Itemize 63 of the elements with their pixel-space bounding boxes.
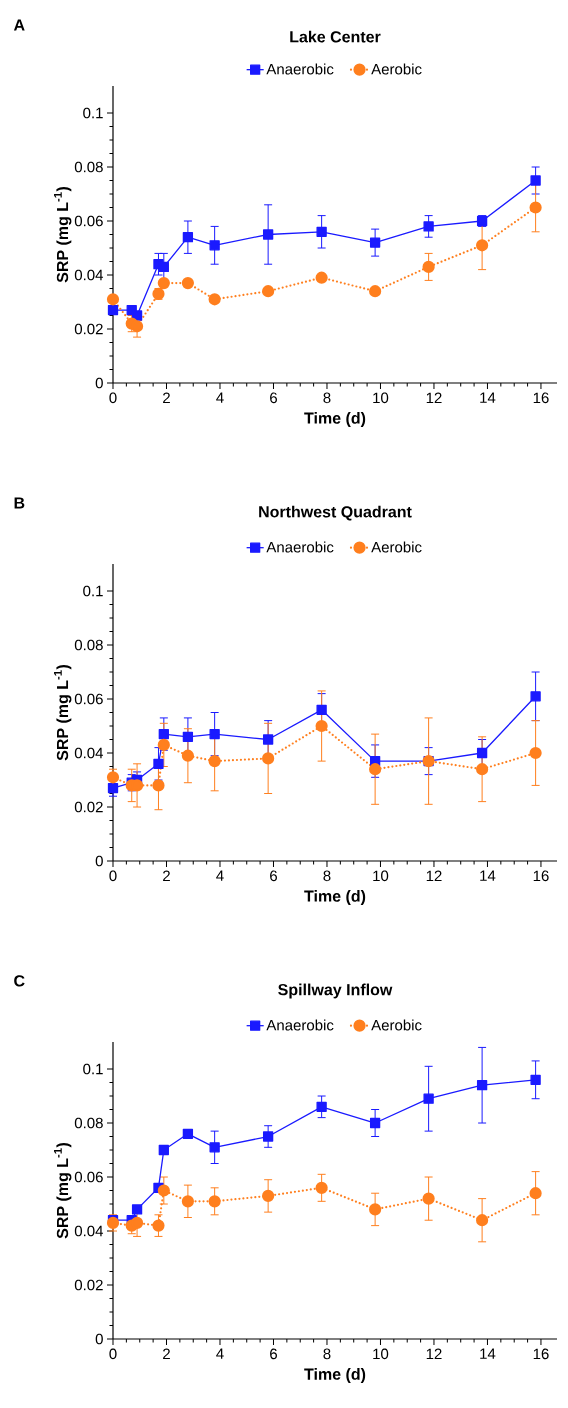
legend-label: Aerobic	[371, 63, 422, 75]
legend-label: Anaerobic	[266, 541, 334, 553]
x-tick-label: 10	[373, 1348, 389, 1360]
y-tick-label: 0.1	[83, 1063, 103, 1075]
chart-title: Northwest Quadrant	[259, 505, 412, 521]
x-axis-title: Time (d)	[304, 1368, 366, 1383]
y-axis-title: SRP (mg L$^{-1}$)	[54, 186, 72, 283]
y-tick-label: 0.08	[74, 639, 103, 651]
text: C	[14, 975, 25, 987]
x-axis-title: Time (d)	[304, 412, 366, 427]
y-axis-title: SRP (mg L$^{-1}$)	[54, 664, 72, 761]
x-tick-label: 4	[216, 392, 224, 403]
y-tick-label: 0.04	[74, 747, 104, 759]
x-tick-label: 4	[216, 1348, 224, 1359]
y-tick-label: 0.04	[74, 269, 104, 281]
y-tick-label: 0.02	[74, 801, 103, 813]
legend-label: Aerobic	[371, 541, 422, 553]
x-tick-label: 16	[533, 1348, 549, 1360]
legend-label: Anaerobic	[266, 1019, 334, 1031]
x-tick-label: 10	[373, 392, 389, 404]
y-tick-label: 0.06	[74, 1171, 103, 1183]
y-tick-label: 0.02	[74, 1279, 103, 1291]
x-tick-label: 10	[373, 870, 389, 882]
x-tick-label: 14	[480, 870, 496, 881]
y-tick-label: 0.06	[74, 693, 103, 705]
x-axis-title: Time (d)	[304, 890, 366, 905]
x-tick-label: 4	[216, 870, 224, 881]
x-tick-label: 0	[109, 870, 117, 882]
x-tick-label: 6	[270, 1348, 277, 1360]
x-tick-label: 12	[426, 870, 442, 882]
y-tick-label: 0.06	[74, 215, 103, 227]
x-tick-label: 6	[270, 392, 277, 404]
y-tick-label: 0.08	[74, 1117, 103, 1129]
x-tick-label: 8	[323, 392, 331, 404]
y-tick-label: 0.1	[83, 107, 103, 119]
x-tick-label: 2	[163, 392, 170, 404]
y-axis-title: SRP (mg L$^{-1}$)	[54, 1142, 72, 1239]
x-tick-label: 8	[323, 870, 331, 882]
text: A	[13, 19, 25, 31]
legend-label: Aerobic	[371, 1019, 422, 1031]
x-tick-label: 0	[109, 1348, 117, 1360]
y-tick-label: 0	[95, 855, 103, 867]
chart-title: Lake Center	[290, 30, 381, 43]
legend-label: Anaerobic	[266, 63, 334, 75]
chart-title: Spillway Inflow	[278, 983, 393, 999]
y-tick-label: 0	[95, 1333, 103, 1345]
y-tick-label: 0	[95, 377, 103, 389]
y-tick-label: 0.08	[74, 161, 103, 173]
x-tick-label: 6	[270, 870, 277, 882]
x-tick-label: 16	[533, 870, 549, 882]
text: B	[14, 497, 25, 509]
y-tick-label: 0.04	[74, 1225, 104, 1237]
x-tick-label: 8	[323, 1348, 331, 1360]
x-tick-label: 14	[480, 1348, 496, 1359]
x-tick-label: 2	[163, 870, 170, 882]
x-tick-label: 16	[533, 392, 549, 404]
x-tick-label: 12	[426, 392, 442, 404]
x-tick-label: 12	[426, 1348, 442, 1360]
x-tick-label: 2	[163, 1348, 170, 1360]
x-tick-label: 0	[109, 392, 117, 404]
y-tick-label: 0.02	[74, 323, 103, 335]
x-tick-label: 14	[480, 392, 496, 403]
y-tick-label: 0.1	[83, 585, 103, 597]
